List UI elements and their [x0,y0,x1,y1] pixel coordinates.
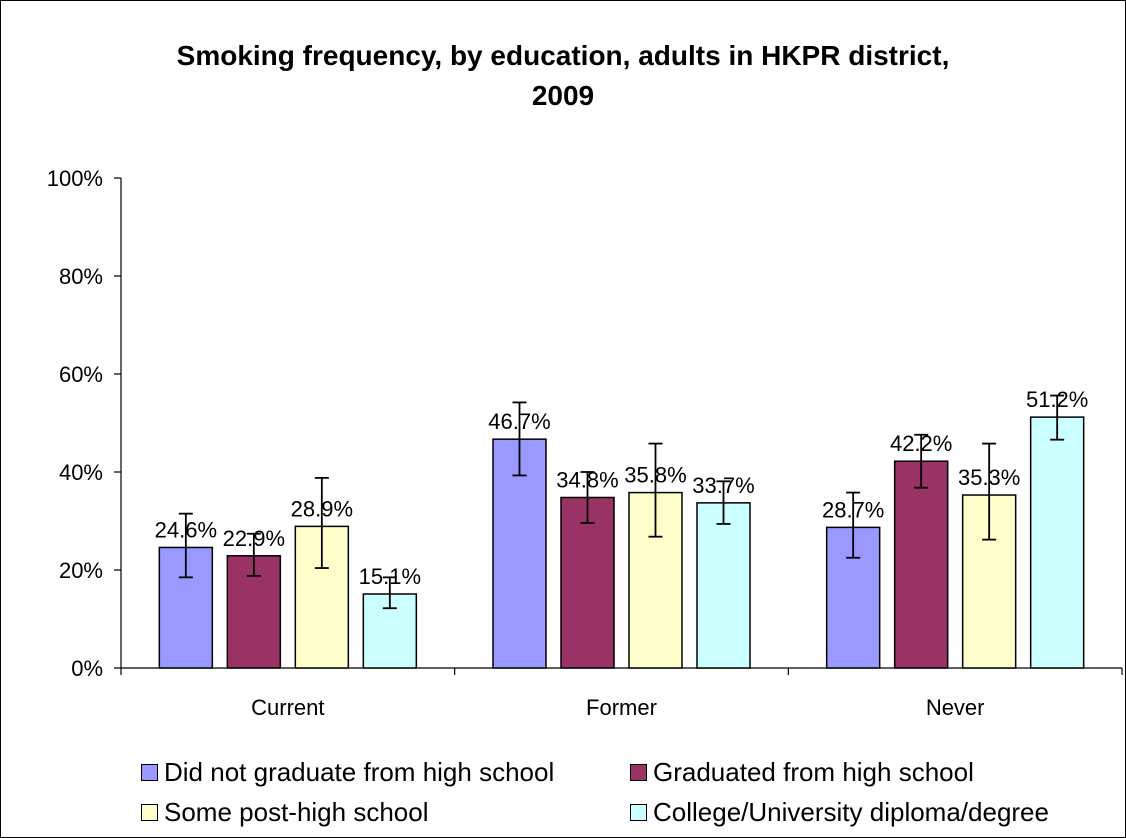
x-tick-label: Never [926,695,985,720]
legend-label-0: Did not graduate from high school [164,757,554,788]
data-label: 35.3% [958,465,1020,490]
data-label: 28.7% [822,497,884,522]
y-tick-label: 100% [47,166,103,191]
data-label: 34.8% [556,467,618,492]
data-label: 24.6% [155,517,217,542]
legend-swatch-2 [141,804,158,821]
x-tick-label: Current [251,695,324,720]
bar [1031,417,1084,668]
data-label: 33.7% [692,473,754,498]
data-label: 51.2% [1026,387,1088,412]
y-tick-label: 60% [59,362,103,387]
legend-item-3: College/University diploma/degree [630,797,1049,828]
legend-swatch-0 [141,764,158,781]
data-label: 35.8% [624,463,686,488]
y-tick-label: 80% [59,264,103,289]
bar [697,503,750,668]
y-tick-label: 0% [71,656,103,681]
data-label: 22.9% [223,526,285,551]
y-tick-label: 40% [59,460,103,485]
legend-label-2: Some post-high school [164,797,428,828]
bar [895,461,948,668]
data-label: 42.2% [890,431,952,456]
data-label: 15.1% [359,564,421,589]
legend-label-3: College/University diploma/degree [653,797,1049,828]
legend-item-2: Some post-high school [141,797,428,828]
legend-item-1: Graduated from high school [630,757,974,788]
legend-swatch-3 [630,804,647,821]
y-tick-label: 20% [59,558,103,583]
data-label: 28.9% [291,496,353,521]
legend-swatch-1 [630,764,647,781]
legend-item-0: Did not graduate from high school [141,757,554,788]
x-tick-label: Former [586,695,657,720]
legend-label-1: Graduated from high school [653,757,974,788]
data-label: 46.7% [488,409,550,434]
